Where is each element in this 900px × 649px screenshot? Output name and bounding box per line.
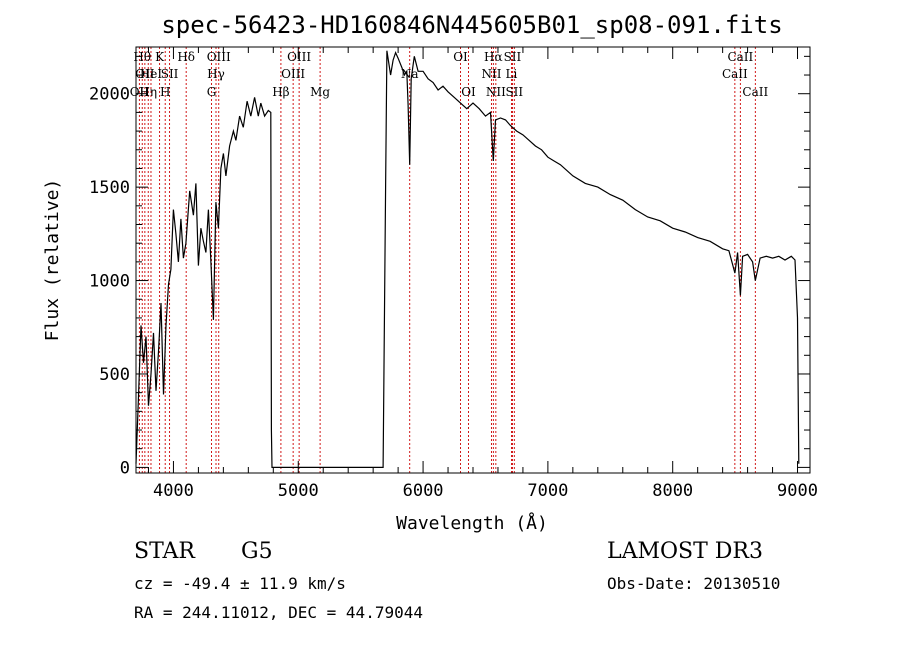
object-subclass: G5 [241,539,273,564]
plot-frame [135,46,811,474]
line-marker-labels: OIIHθOIIHηHeIKHSIIHδGHγOIIIHβOIIIOIIIMgN… [130,50,769,99]
marker-label-11: OIII [207,50,231,64]
marker-label-12: Hβ [272,85,289,99]
y-tick-label-0: 0 [120,458,130,478]
marker-label-13: OIII [281,67,305,81]
y-tick-label-2: 1000 [89,272,130,292]
marker-label-7: SII [161,67,179,81]
marker-label-16: Na [401,67,419,81]
y-tick-label-4: 2000 [89,85,130,105]
marker-label-15: Mg [310,85,330,99]
x-tick-label-2: 6000 [403,481,444,501]
marker-label-17: OI [453,50,468,64]
object-class: STAR [134,539,195,564]
marker-label-26: CaII [727,50,753,64]
marker-label-25: CaII [722,67,748,81]
redshift-text: cz = -49.4 ± 11.9 km/s [134,574,346,593]
x-tick-label-5: 9000 [777,481,818,501]
marker-label-4: HeI [140,67,163,81]
marker-label-18: OI [461,85,476,99]
y-axis-ticks: 0 500 1000 1500 2000 [89,55,810,478]
marker-label-2: OII [135,67,155,81]
marker-label-3: Hη [139,85,157,99]
x-tick-label-0: 4000 [153,481,194,501]
coordinates-text: RA = 244.11012, DEC = 44.79044 [134,603,423,622]
y-tick-label-1: 500 [99,365,130,385]
x-axis-ticks: 4000 5000 6000 7000 8000 9000 [147,47,818,501]
marker-label-22: Li [506,67,518,81]
marker-label-1: Hθ [133,50,151,64]
marker-label-20: Hα [484,50,503,64]
spectrum-line [135,50,800,468]
line-markers [138,47,756,473]
survey-name: LAMOST DR3 [607,539,763,564]
marker-label-5: K [155,50,165,64]
marker-label-19: NII [481,67,501,81]
marker-label-23: SII [504,50,522,64]
x-tick-label-4: 8000 [652,481,693,501]
marker-label-10: Hγ [207,67,225,81]
marker-label-24: SII [505,85,523,99]
x-tick-label-1: 5000 [278,481,319,501]
marker-label-8: Hδ [177,50,195,64]
obs-date-text: Obs-Date: 20130510 [607,574,781,593]
marker-label-27: CaII [742,85,768,99]
x-axis-label: Wavelength (Å) [396,512,548,534]
marker-label-9: G [207,85,217,99]
y-tick-label-3: 1500 [89,178,130,198]
x-tick-label-3: 7000 [527,481,568,501]
marker-label-0: OII [130,85,150,99]
chart-title: spec-56423-HD160846N445605B01_sp08-091.f… [161,11,782,39]
marker-label-6: H [160,85,170,99]
marker-label-21: NII [486,85,506,99]
y-axis-label: Flux (relative) [42,179,63,342]
marker-label-14: OIII [287,50,311,64]
